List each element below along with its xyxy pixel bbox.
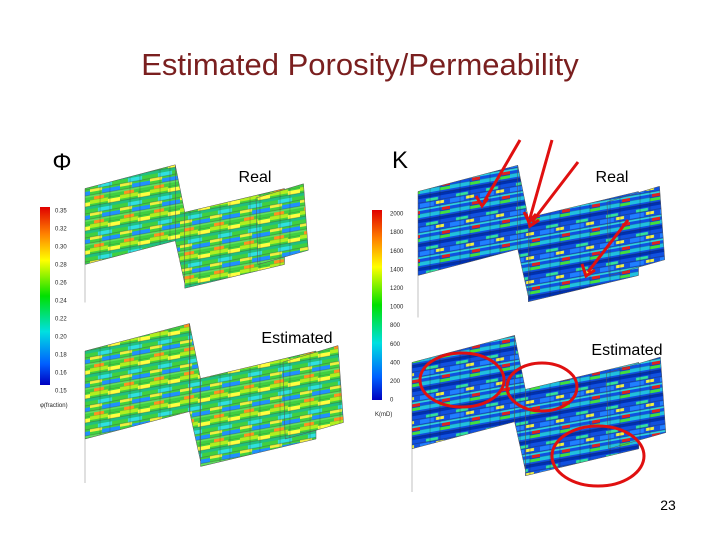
highlight-ellipse	[418, 351, 506, 409]
slide-title: Estimated Porosity/Permeability	[141, 47, 579, 82]
highlight-ellipse	[550, 424, 646, 488]
colorbar-tick-label: 2000	[390, 212, 404, 218]
porosity-estimated-label: Estimated	[261, 330, 332, 347]
colorbar-tick-label: 0.28	[55, 263, 67, 269]
colorbar-tick-label: 1600	[390, 249, 404, 255]
porosity-real-label: Real	[239, 169, 272, 186]
colorbar-tick-label: 1400	[390, 267, 404, 273]
model-panel	[282, 345, 344, 440]
permeability-estimated-label: Estimated	[591, 342, 662, 359]
colorbar-tick-label: 0.16	[55, 371, 67, 377]
page-number: 23	[660, 497, 676, 513]
model-panel	[517, 165, 529, 297]
colorbar-tick-label: 600	[390, 342, 401, 348]
model-panel	[417, 164, 518, 276]
colorbar-tick-label: 0.18	[55, 353, 67, 359]
model-panel	[606, 185, 666, 276]
model-panel	[84, 164, 176, 265]
colorbar-tick-label: 0.35	[55, 209, 67, 215]
arrow	[580, 219, 630, 279]
model-panel	[189, 323, 201, 462]
porosity-colorbar	[40, 207, 50, 385]
colorbar-unit: K(mD)	[375, 412, 392, 418]
porosity-symbol: Φ	[52, 149, 71, 176]
colorbar-tick-label: 1000	[390, 305, 404, 311]
colorbar-tick-label: 0.30	[55, 245, 67, 251]
model-panel	[84, 323, 190, 440]
colorbar-tick-label: 0.20	[55, 335, 67, 341]
model-panel	[175, 164, 185, 284]
colorbar-tick-label: 0.32	[55, 227, 67, 233]
model-panel	[255, 183, 309, 265]
colorbar-tick-label: 1200	[390, 286, 404, 292]
colorbar-tick-label: 1800	[390, 230, 404, 236]
arrow	[474, 139, 522, 209]
colorbar-tick-label: 0.26	[55, 281, 67, 287]
arrow	[524, 161, 580, 229]
colorbar-tick-label: 800	[390, 323, 401, 329]
model-panel	[606, 356, 667, 450]
arrow	[522, 139, 554, 225]
colorbar-tick-label: 0	[390, 398, 394, 404]
colorbar-tick-label: 200	[390, 379, 401, 385]
permeability-symbol: K	[392, 147, 408, 174]
colorbar-tick-label: 0.22	[55, 317, 67, 323]
colorbar-tick-label: 400	[390, 360, 401, 366]
colorbar-tick-label: 0.24	[55, 299, 67, 305]
colorbar-tick-label: 0.15	[55, 389, 67, 395]
annotations	[418, 139, 646, 488]
colorbar-unit: φ(fraction)	[40, 403, 68, 409]
permeability-real-label: Real	[596, 169, 629, 186]
highlight-ellipse	[505, 361, 579, 413]
permeability-colorbar	[372, 210, 382, 400]
